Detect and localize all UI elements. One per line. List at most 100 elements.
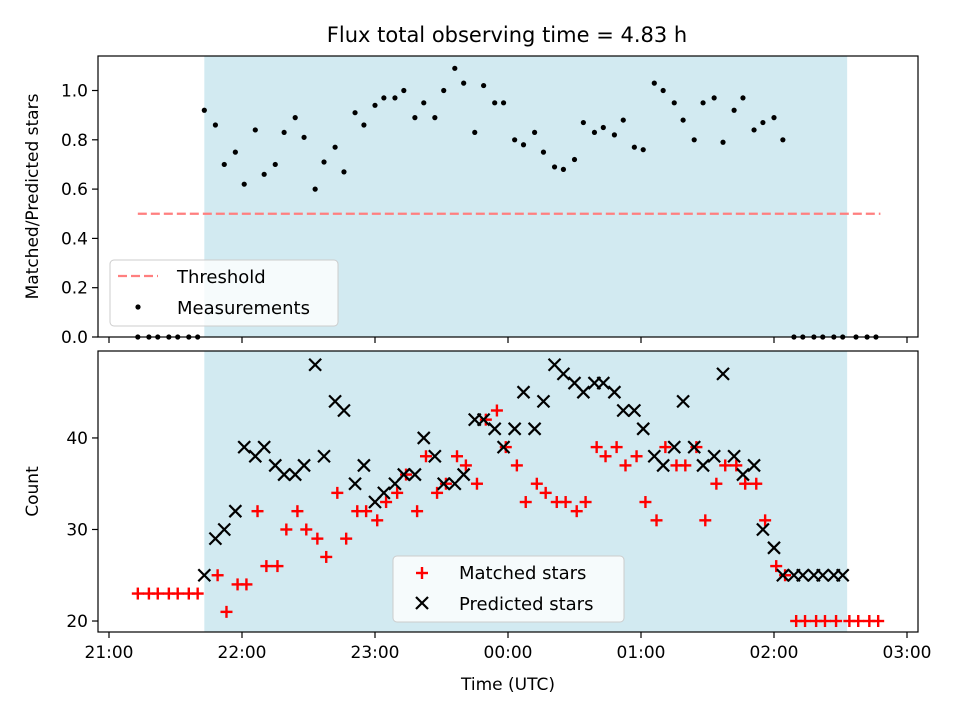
predicted-star-point <box>308 357 322 372</box>
predicted-star-point <box>428 449 442 464</box>
matched-star-point <box>799 615 812 628</box>
predicted-star-point <box>636 422 650 436</box>
measurement-point <box>771 115 777 121</box>
y-tick-label: 0.8 <box>61 131 88 151</box>
matched-legend-label: Matched stars <box>459 563 586 584</box>
measurement-point <box>660 87 666 94</box>
matched-star-point <box>451 450 464 463</box>
measurement-point <box>492 100 498 106</box>
measurement-point <box>201 107 207 113</box>
measurement-point <box>600 124 606 131</box>
top-legend-box <box>109 259 339 327</box>
measurements-legend-label: Measurements <box>177 298 310 319</box>
measurement-point <box>560 166 567 172</box>
measurement-point <box>452 65 458 71</box>
measurement-point <box>691 137 697 143</box>
predicted-star-point <box>756 522 770 537</box>
matched-star-point <box>699 514 712 527</box>
predicted-star-point <box>337 403 351 418</box>
x-tick-label: 22:00 <box>218 643 267 663</box>
predicted-legend-marker <box>415 596 429 610</box>
measurement-point <box>432 115 438 121</box>
predicted-star-point <box>377 486 391 500</box>
bottom-y-axis-ticks: 20 30 40 <box>66 429 98 632</box>
matched-star-point <box>331 486 344 499</box>
matched-star-point <box>830 615 843 628</box>
matched-star-point <box>151 587 164 600</box>
matched-star-point <box>391 486 404 499</box>
matched-star-point <box>619 459 632 472</box>
x-tick-label: 01:00 <box>617 643 666 663</box>
predicted-star-point <box>707 449 721 464</box>
measurement-point <box>292 115 298 121</box>
bottom-y-axis-label: Count <box>23 466 43 517</box>
predicted-star-point <box>667 440 682 454</box>
measurement-point <box>261 171 267 177</box>
matched-star-point <box>599 450 612 463</box>
matched-star-point <box>280 523 293 536</box>
predicted-star-point <box>416 431 431 445</box>
y-tick-label: 0.6 <box>61 180 88 200</box>
measurement-point <box>591 129 598 136</box>
figure-title: Flux total observing time = 4.83 h <box>327 23 687 47</box>
matched-star-point <box>240 578 253 591</box>
predicted-star-point <box>596 376 611 390</box>
matched-star-point <box>400 468 413 481</box>
matched-star-point <box>710 477 723 490</box>
measurement-point <box>481 82 487 89</box>
matched-star-point <box>490 404 503 417</box>
matched-star-point <box>470 477 483 490</box>
measurement-point <box>631 144 637 150</box>
predicted-star-point <box>408 467 422 482</box>
predicted-star-point <box>676 394 690 409</box>
predicted-star-point <box>736 467 750 482</box>
measurements-legend-marker <box>135 304 141 310</box>
matched-star-point <box>659 441 672 454</box>
matched-star-point <box>570 505 583 518</box>
matched-star-point <box>610 441 623 454</box>
matched-star-point <box>311 532 324 545</box>
matched-star-point <box>459 459 472 472</box>
measurement-point <box>580 119 586 126</box>
measurement-point <box>252 127 258 133</box>
matched-star-point <box>750 477 763 490</box>
matched-star-point <box>439 477 452 490</box>
x-axis-label: Time (UTC) <box>460 675 555 695</box>
measurement-point <box>611 132 618 138</box>
predicted-star-point <box>257 440 271 454</box>
measurement-point <box>421 100 427 106</box>
measurement-point <box>711 95 717 101</box>
matched-star-point <box>818 615 831 628</box>
predicted-star-point <box>237 440 251 454</box>
predicted-star-point <box>348 476 362 491</box>
x-tick-label: 00:00 <box>484 643 533 663</box>
predicted-star-point <box>197 568 212 583</box>
measurement-point <box>412 115 418 121</box>
measurement-point <box>551 164 558 170</box>
predicted-star-point <box>456 467 471 482</box>
predicted-star-point <box>747 458 761 473</box>
measurement-point <box>760 119 766 126</box>
x-tick-label: 23:00 <box>351 643 400 663</box>
matched-star-point <box>739 477 752 490</box>
predicted-star-point <box>228 504 243 518</box>
measurement-point <box>381 95 387 101</box>
measurement-point <box>651 80 657 86</box>
predicted-star-point <box>436 476 451 491</box>
predicted-star-point <box>317 449 331 464</box>
matched-star-point <box>639 496 652 509</box>
measurement-point <box>512 137 518 143</box>
matched-star-point <box>519 496 532 509</box>
measurement-point <box>720 139 726 145</box>
measurement-point <box>352 110 358 116</box>
predicted-star-point <box>536 394 551 409</box>
y-tick-label: 40 <box>66 429 88 449</box>
measurement-point <box>361 122 367 128</box>
matched-star-point <box>211 569 224 582</box>
matched-star-point <box>371 514 384 527</box>
predicted-star-point <box>496 440 511 454</box>
measurement-point <box>281 129 287 136</box>
matched-star-point <box>419 450 432 463</box>
predicted-star-point <box>297 458 311 473</box>
matched-star-point <box>171 587 184 600</box>
